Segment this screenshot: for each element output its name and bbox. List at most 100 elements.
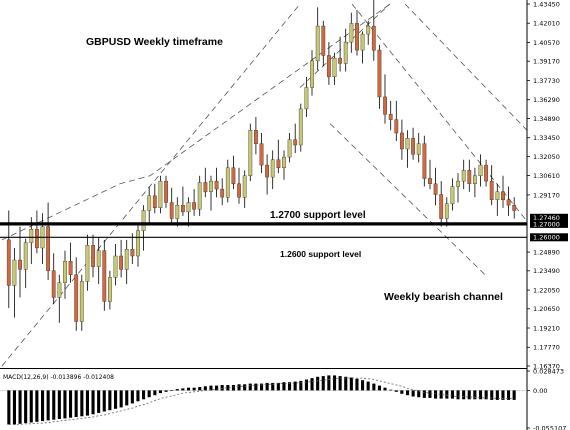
- candle: [35, 210, 39, 254]
- bull-candle-body: [444, 203, 449, 219]
- channel-line-1: [1, 3, 301, 367]
- macd-histogram-bar: [158, 390, 162, 394]
- bull-candle-body: [310, 60, 314, 88]
- candle: [343, 28, 348, 72]
- candle: [444, 197, 449, 227]
- price-tick-label: 1.17770: [533, 344, 560, 352]
- bull-candle-body: [473, 175, 477, 185]
- macd-histogram-bar: [271, 382, 275, 391]
- candle: [495, 183, 500, 216]
- macd-histogram-bar: [299, 380, 303, 391]
- candle: [439, 181, 444, 227]
- candle: [416, 133, 421, 163]
- candle: [214, 167, 219, 198]
- macd-histogram-bar: [428, 390, 432, 398]
- macd-histogram-bar: [63, 390, 67, 419]
- macd-histogram-bar: [125, 390, 129, 406]
- bear-candle-body: [35, 228, 39, 249]
- candle: [107, 270, 112, 310]
- macd-histogram-bar: [361, 380, 365, 391]
- macd-histogram-bar: [484, 390, 488, 400]
- candle: [164, 175, 168, 208]
- bear-candle-body: [220, 188, 225, 198]
- candle: [63, 250, 67, 299]
- candle: [394, 100, 399, 141]
- channel-label: Weekly bearish channel: [384, 291, 503, 303]
- bear-candle-body: [422, 143, 427, 179]
- candle: [355, 10, 359, 56]
- candle: [237, 167, 241, 204]
- candle: [68, 242, 73, 283]
- price-tick-label: 1.34890: [533, 115, 560, 123]
- price-tick-label: 1.26000: [533, 234, 560, 242]
- bull-candle-body: [360, 33, 365, 51]
- macd-histogram-bar: [248, 383, 252, 391]
- price-tick-label: 1.16370: [533, 362, 560, 370]
- bull-candle-body: [79, 281, 84, 322]
- bull-candle-body: [175, 204, 180, 219]
- macd-histogram-bar: [462, 390, 466, 400]
- macd-histogram-bar: [192, 387, 196, 391]
- candle: [489, 165, 494, 206]
- macd-histogram-bar: [260, 383, 264, 391]
- bull-candle-body: [147, 195, 152, 211]
- macd-histogram-bar: [389, 389, 393, 391]
- bull-candle-body: [158, 180, 163, 209]
- macd-histogram-bar: [220, 385, 224, 391]
- price-tick-label: 1.27000: [533, 220, 560, 228]
- bull-candle-body: [495, 191, 500, 201]
- bear-candle-body: [68, 261, 73, 275]
- candle: [349, 12, 354, 53]
- candle: [152, 183, 157, 214]
- bull-candle-body: [298, 108, 303, 146]
- bull-candle-body: [366, 25, 371, 35]
- bear-candle-body: [169, 202, 174, 219]
- macd-histogram-bar: [338, 376, 342, 391]
- candle: [91, 234, 96, 278]
- candle: [321, 20, 326, 67]
- macd-histogram-bar: [35, 390, 39, 422]
- bull-candle-body: [141, 210, 146, 231]
- channel-line-4: [329, 123, 486, 275]
- macd-histogram-bar: [265, 382, 269, 391]
- candle: [461, 159, 466, 190]
- bull-candle-body: [107, 277, 112, 302]
- macd-histogram-bar: [344, 376, 348, 391]
- macd-histogram-bar: [512, 390, 516, 400]
- macd-histogram-bar: [243, 384, 247, 391]
- bull-candle-body: [461, 170, 466, 182]
- macd-histogram-bar: [501, 390, 505, 400]
- bear-candle-body: [388, 114, 393, 120]
- macd-histogram-bar: [366, 381, 370, 391]
- candle: [338, 36, 342, 72]
- bear-candle-body: [512, 204, 517, 211]
- bear-candle-body: [91, 245, 96, 267]
- bull-candle-body: [113, 255, 118, 278]
- candle: [209, 175, 213, 211]
- macd-histogram-bar: [288, 382, 292, 391]
- macd-histogram-bar: [175, 389, 179, 391]
- chart-title: GBPUSD Weekly timeframe: [86, 36, 223, 48]
- candle: [6, 210, 11, 309]
- macd-histogram-bar: [85, 390, 89, 416]
- price-tick-label: 1.30610: [533, 172, 560, 180]
- price-tick-label: 1.36290: [533, 96, 560, 104]
- macd-histogram-bar: [276, 382, 280, 391]
- price-tick-label: 1.19210: [533, 324, 560, 332]
- macd-tick-label: 0.00: [533, 387, 547, 395]
- bear-candle-body: [276, 159, 281, 168]
- candle: [102, 239, 107, 311]
- candle: [186, 197, 191, 227]
- candle: [270, 150, 275, 190]
- candle: [197, 175, 202, 216]
- macd-histogram-bar: [310, 378, 314, 391]
- bear-candle-body: [119, 255, 124, 270]
- candle: [512, 197, 517, 219]
- bull-candle-body: [416, 143, 421, 155]
- macd-label: MACD(12,26,9) -0.013896 -0.012408: [3, 374, 114, 381]
- macd-signal-line: [8, 377, 515, 425]
- bear-candle-body: [383, 96, 387, 115]
- macd-histogram-bar: [226, 385, 230, 391]
- bull-candle-body: [270, 159, 275, 178]
